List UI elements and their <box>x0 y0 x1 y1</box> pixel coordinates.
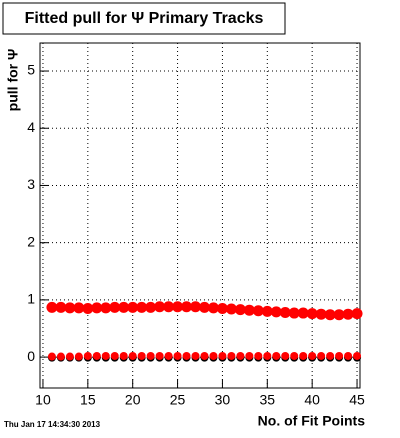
y-tick-label: 3 <box>27 176 35 192</box>
title-box <box>2 2 286 35</box>
x-axis-label: No. of Fit Points <box>258 413 366 429</box>
point <box>326 351 335 360</box>
point <box>333 309 345 321</box>
timestamp: Thu Jan 17 14:34:30 2013 <box>4 420 101 429</box>
point <box>225 303 237 315</box>
point <box>270 306 282 318</box>
y-tick-label: 5 <box>27 62 35 78</box>
point <box>146 351 155 360</box>
point <box>353 351 362 360</box>
point <box>64 302 76 314</box>
point <box>218 351 227 360</box>
point <box>91 302 103 314</box>
point <box>297 307 309 319</box>
point <box>137 351 146 360</box>
point <box>100 302 112 314</box>
y-tick-label: 0 <box>27 348 35 364</box>
point <box>136 301 148 313</box>
point <box>110 351 119 360</box>
point <box>317 351 326 360</box>
point <box>92 351 101 360</box>
point <box>254 351 263 360</box>
point <box>290 351 299 360</box>
x-tick-label: 30 <box>215 392 231 408</box>
x-tick-label: 10 <box>35 392 51 408</box>
point <box>279 306 291 318</box>
point <box>299 351 308 360</box>
point <box>245 351 254 360</box>
y-axis-label: pull for Ψ <box>5 49 21 112</box>
x-tick-label: 15 <box>80 392 96 408</box>
point <box>127 301 139 313</box>
point <box>164 351 173 360</box>
point <box>351 308 363 320</box>
point <box>281 351 290 360</box>
point <box>315 308 327 320</box>
y-tick-label: 4 <box>27 119 35 135</box>
point <box>236 351 245 360</box>
point <box>272 351 281 360</box>
point <box>288 307 300 319</box>
point <box>261 305 273 317</box>
point <box>335 351 344 360</box>
point <box>83 351 92 360</box>
point <box>74 352 83 361</box>
point <box>182 351 191 360</box>
point <box>200 351 209 360</box>
chart-title: Fitted pull for Ψ Primary Tracks <box>25 10 264 27</box>
point <box>207 302 219 314</box>
point <box>209 351 218 360</box>
point <box>65 352 74 361</box>
point <box>227 351 236 360</box>
point <box>263 351 272 360</box>
y-tick-label: 1 <box>27 291 35 307</box>
point <box>55 301 67 313</box>
point <box>47 352 56 361</box>
point <box>82 302 94 314</box>
point <box>190 301 202 313</box>
point <box>198 301 210 313</box>
point <box>101 351 110 360</box>
point <box>191 351 200 360</box>
point <box>145 301 157 313</box>
point <box>308 351 317 360</box>
point <box>306 308 318 320</box>
point <box>118 301 130 313</box>
point <box>344 351 353 360</box>
point <box>252 305 264 317</box>
point <box>155 351 164 360</box>
point <box>181 301 193 313</box>
x-tick-label: 40 <box>304 392 320 408</box>
point <box>243 304 255 316</box>
point <box>234 304 246 316</box>
point <box>216 302 228 314</box>
point <box>56 352 65 361</box>
point <box>154 301 166 313</box>
point <box>128 351 137 360</box>
point <box>73 302 85 314</box>
x-tick-label: 25 <box>170 392 186 408</box>
point <box>342 308 354 320</box>
point <box>172 301 184 313</box>
point <box>324 309 336 321</box>
point <box>109 301 121 313</box>
x-tick-label: 35 <box>260 392 276 408</box>
y-tick-label: 2 <box>27 233 35 249</box>
plot-frame <box>39 42 361 389</box>
point <box>173 351 182 360</box>
point <box>163 301 175 313</box>
x-tick-label: 45 <box>349 392 365 408</box>
x-tick-label: 20 <box>125 392 141 408</box>
point <box>46 301 58 313</box>
point <box>119 351 128 360</box>
